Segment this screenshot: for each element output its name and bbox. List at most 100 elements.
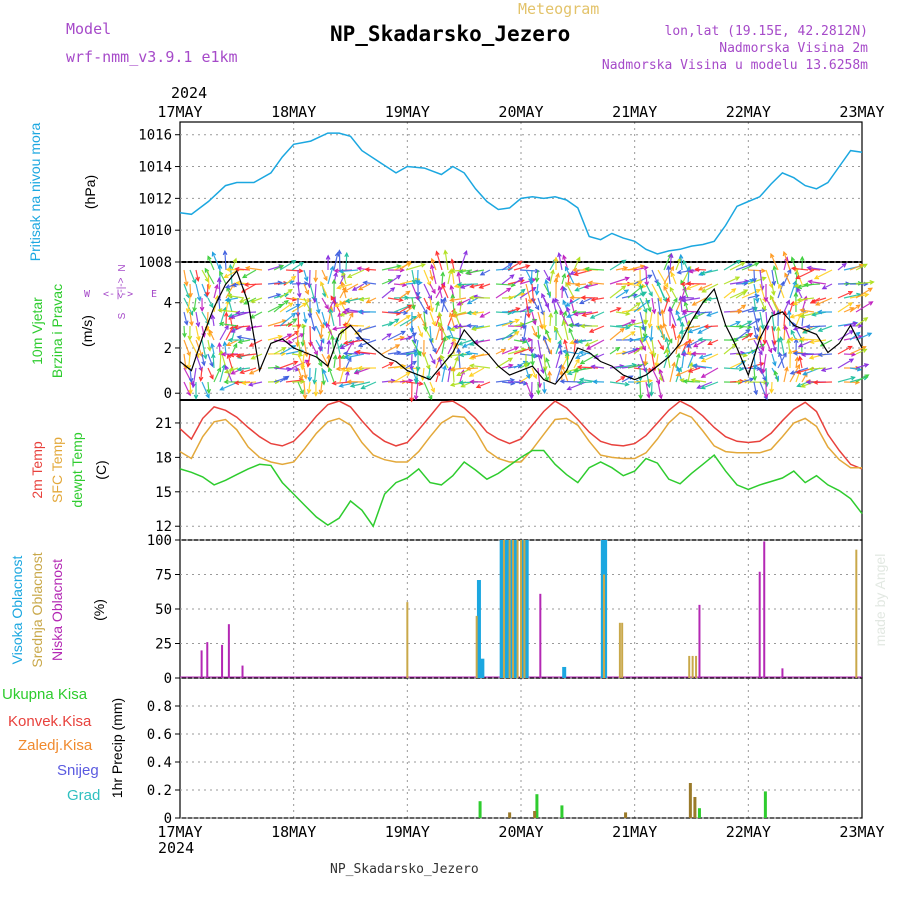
cloud-bar-high bbox=[524, 540, 529, 678]
precip-bar-total bbox=[697, 808, 701, 818]
y-tick-label-2: 18 bbox=[155, 450, 172, 466]
precip-units: 1hr Precip (mm) bbox=[109, 698, 125, 798]
t2m-line bbox=[179, 400, 863, 470]
panel-frame-2 bbox=[179, 399, 863, 541]
y-tick-label-4: 0.4 bbox=[147, 755, 172, 771]
x-tick-label-bottom: 20MAY bbox=[498, 823, 543, 841]
cloud-bar-mid bbox=[475, 615, 478, 678]
temp-axis-title-1: SFC Temp bbox=[49, 437, 65, 503]
precip-bar-total bbox=[535, 794, 539, 818]
x-tick-label-top: 19MAY bbox=[385, 103, 430, 121]
cloud-bar-low bbox=[241, 665, 244, 678]
cloud-bar-high bbox=[476, 580, 481, 678]
credit-watermark: made by Angel bbox=[872, 554, 888, 647]
pressure-axis-title: Pritisak na nivou mora bbox=[27, 123, 43, 262]
cloud-bar-low bbox=[206, 642, 209, 678]
panel-frame-0 bbox=[179, 121, 863, 263]
precip-bar-total bbox=[763, 791, 767, 818]
station-title: NP_Skadarsko_Jezero bbox=[330, 22, 571, 46]
cloud-bar-low bbox=[758, 571, 761, 678]
cloud-bar-low bbox=[763, 541, 766, 678]
x-tick-label-bottom: 18MAY bbox=[271, 823, 316, 841]
precip-bar-frozen bbox=[508, 812, 512, 818]
precip-bar-frozen bbox=[533, 811, 537, 818]
elevation-text: Nadmorska Visina 2m bbox=[719, 41, 868, 56]
cloud-bar-mid bbox=[502, 540, 505, 678]
meteogram-label: Meteogram bbox=[518, 0, 600, 18]
y-tick-label-0: 1012 bbox=[138, 191, 172, 207]
footer-station: NP_Skadarsko_Jezero bbox=[330, 862, 479, 877]
cloud-bar-high bbox=[521, 540, 526, 678]
wind-arrow-field bbox=[182, 249, 875, 403]
cloud-bar-high bbox=[509, 540, 514, 678]
cloud-bar-low bbox=[698, 604, 701, 678]
y-tick-label-4: 0.8 bbox=[147, 699, 172, 715]
lonlat-text: lon,lat (19.15E, 42.2812N) bbox=[664, 24, 869, 39]
y-tick-label-4: 0 bbox=[164, 811, 172, 827]
cloud-bar-low bbox=[221, 644, 224, 678]
precip-legend-3: Snijeg bbox=[57, 762, 99, 779]
precip-legend-4: Grad bbox=[67, 787, 100, 804]
cloud-bar-mid bbox=[691, 655, 694, 678]
y-tick-label-3: 25 bbox=[155, 637, 172, 653]
y-tick-label-0: 1008 bbox=[138, 255, 172, 271]
cloud-bar-high bbox=[603, 540, 608, 678]
precip-bar-frozen bbox=[624, 812, 628, 818]
precip-legend-1: Konvek.Kisa bbox=[8, 713, 92, 730]
compass-s: S bbox=[117, 312, 128, 319]
x-tick-label-bottom: 21MAY bbox=[612, 823, 657, 841]
cloud-bar-mid bbox=[512, 540, 515, 678]
wind-speed-line bbox=[179, 269, 863, 385]
cloud-axis-title-1: Srednja Oblacnost bbox=[29, 552, 45, 667]
cloud-bar-high bbox=[480, 658, 485, 678]
cloud-units: (%) bbox=[91, 599, 107, 621]
cloud-bar-mid bbox=[508, 540, 511, 678]
cloud-axis-title-2: Niska Oblacnost bbox=[49, 559, 65, 661]
wind-units: (m/s) bbox=[79, 315, 95, 347]
precip-bar-frozen bbox=[688, 783, 692, 818]
precip-legend-0: Ukupna Kisa bbox=[2, 686, 88, 703]
y-tick-label-2: 15 bbox=[155, 485, 172, 501]
cloud-bar-mid bbox=[406, 602, 409, 678]
wind-axis-title-1: 10m Vjetar bbox=[29, 297, 45, 365]
y-tick-label-2: 12 bbox=[155, 519, 172, 535]
cloud-bar-low bbox=[227, 624, 230, 678]
x-tick-label-top: 20MAY bbox=[498, 103, 543, 121]
cloud-axis-title-0: Visoka Oblacnost bbox=[9, 556, 25, 665]
pressure-line bbox=[179, 132, 863, 255]
y-tick-label-2: 21 bbox=[155, 416, 172, 432]
cloud-bar-high bbox=[600, 540, 605, 678]
dewpoint-line bbox=[179, 449, 863, 528]
y-tick-label-4: 0.6 bbox=[147, 727, 172, 743]
cloud-bar-mid bbox=[520, 540, 522, 678]
x-tick-label-bottom: 23MAY bbox=[839, 823, 884, 841]
y-tick-label-3: 100 bbox=[147, 533, 172, 549]
cloud-bar-mid bbox=[516, 540, 519, 678]
cloud-bar-mid bbox=[621, 622, 624, 678]
model-label: Model bbox=[66, 20, 112, 38]
y-tick-label-1: 0 bbox=[164, 386, 172, 402]
precip-legend-2: Zaledj.Kisa bbox=[18, 737, 93, 754]
cloud-bar-mid bbox=[523, 540, 526, 678]
y-tick-label-1: 4 bbox=[164, 296, 172, 312]
x-tick-label-bottom: 19MAY bbox=[385, 823, 430, 841]
compass-ew-arrows: <-|-> bbox=[103, 289, 133, 300]
x-tick-label-top: 22MAY bbox=[726, 103, 771, 121]
panel-frame-4 bbox=[179, 677, 863, 819]
wind-axis-title-2: Brzina i Pravac bbox=[49, 284, 65, 378]
temp-axis-title-0: 2m Temp bbox=[29, 441, 45, 499]
model-elevation-text: Nadmorska Visina u modelu 13.6258m bbox=[601, 58, 868, 73]
tsfc-line bbox=[179, 411, 862, 469]
y-tick-label-4: 0.2 bbox=[147, 783, 172, 799]
precip-bar-total bbox=[478, 801, 482, 818]
y-tick-label-0: 1014 bbox=[138, 160, 172, 176]
cloud-bar-high bbox=[499, 540, 504, 678]
y-tick-label-1: 2 bbox=[164, 341, 172, 357]
cloud-bar-mid bbox=[695, 655, 698, 678]
x-tick-label-top: 21MAY bbox=[612, 103, 657, 121]
x-tick-label-top: 23MAY bbox=[839, 103, 884, 121]
y-tick-label-0: 1010 bbox=[138, 223, 172, 239]
y-tick-label-3: 75 bbox=[155, 568, 172, 584]
cloud-bar-high bbox=[513, 540, 518, 678]
